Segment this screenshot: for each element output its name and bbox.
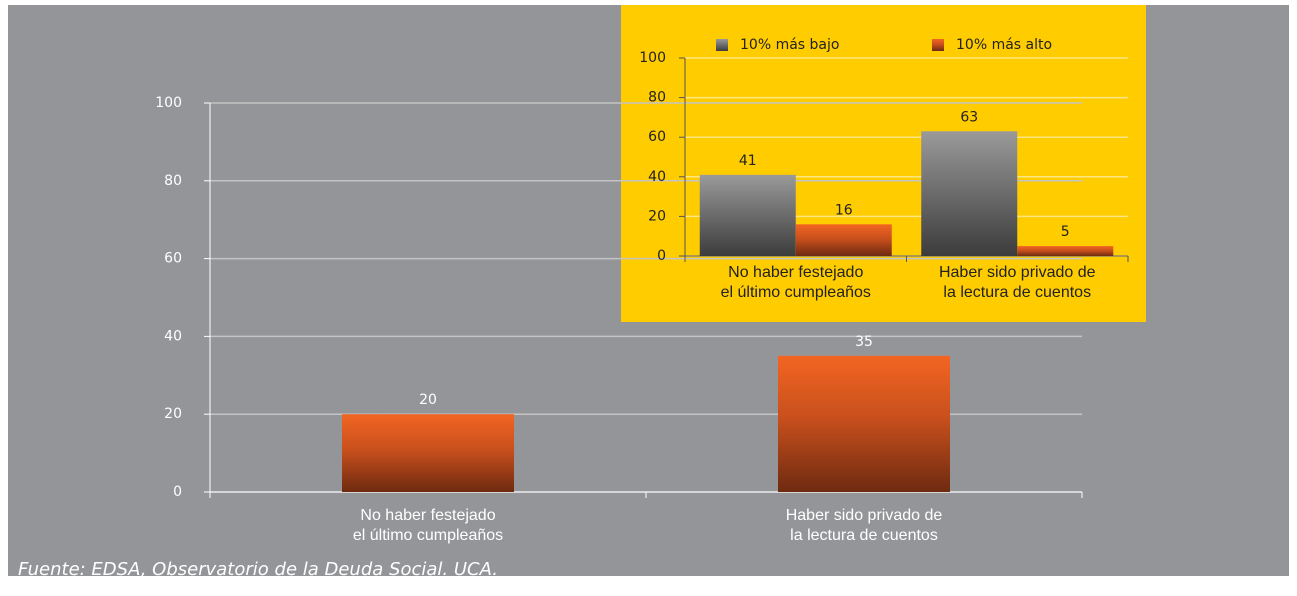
x-tick-label: Haber sido privado de la lectura de cuen… <box>785 507 943 544</box>
value-label: 35 <box>855 334 873 350</box>
legend-label: 10% más bajo <box>740 37 839 53</box>
y-tick-label: 80 <box>164 173 182 189</box>
y-tick-label: 60 <box>164 251 182 267</box>
value-label: 16 <box>835 202 853 218</box>
y-tick-label: 40 <box>648 169 666 185</box>
bar <box>342 414 514 492</box>
x-tick-label: Haber sido privado de la lectura de cuen… <box>938 264 1096 301</box>
y-tick-label: 0 <box>173 484 182 500</box>
y-tick-label: 20 <box>648 208 666 224</box>
x-tick-label: No haber festejado el último cumpleaños <box>720 264 871 301</box>
value-label: 5 <box>1061 224 1070 240</box>
y-tick-label: 80 <box>648 90 666 106</box>
source: Fuente: EDSA, Observatorio de la Deuda S… <box>18 559 498 580</box>
x-tick-label: No haber festejado el último cumpleaños <box>352 507 504 544</box>
y-tick-label: 0 <box>657 248 666 264</box>
bar <box>795 224 892 256</box>
y-tick-label: 100 <box>155 95 182 111</box>
value-label: 63 <box>960 109 978 125</box>
y-tick-label: 40 <box>164 328 182 344</box>
y-tick-label: 100 <box>639 50 666 66</box>
legend-label: 10% más alto <box>956 37 1052 53</box>
y-tick-label: 60 <box>648 129 666 145</box>
bar <box>778 355 950 492</box>
bar <box>699 174 796 256</box>
y-tick-label: 20 <box>164 406 182 422</box>
value-label: 20 <box>419 392 437 408</box>
bar <box>921 131 1018 256</box>
legend-swatch <box>932 39 944 51</box>
bar <box>1017 246 1114 256</box>
value-label: 41 <box>739 153 757 169</box>
legend-swatch <box>716 39 728 51</box>
